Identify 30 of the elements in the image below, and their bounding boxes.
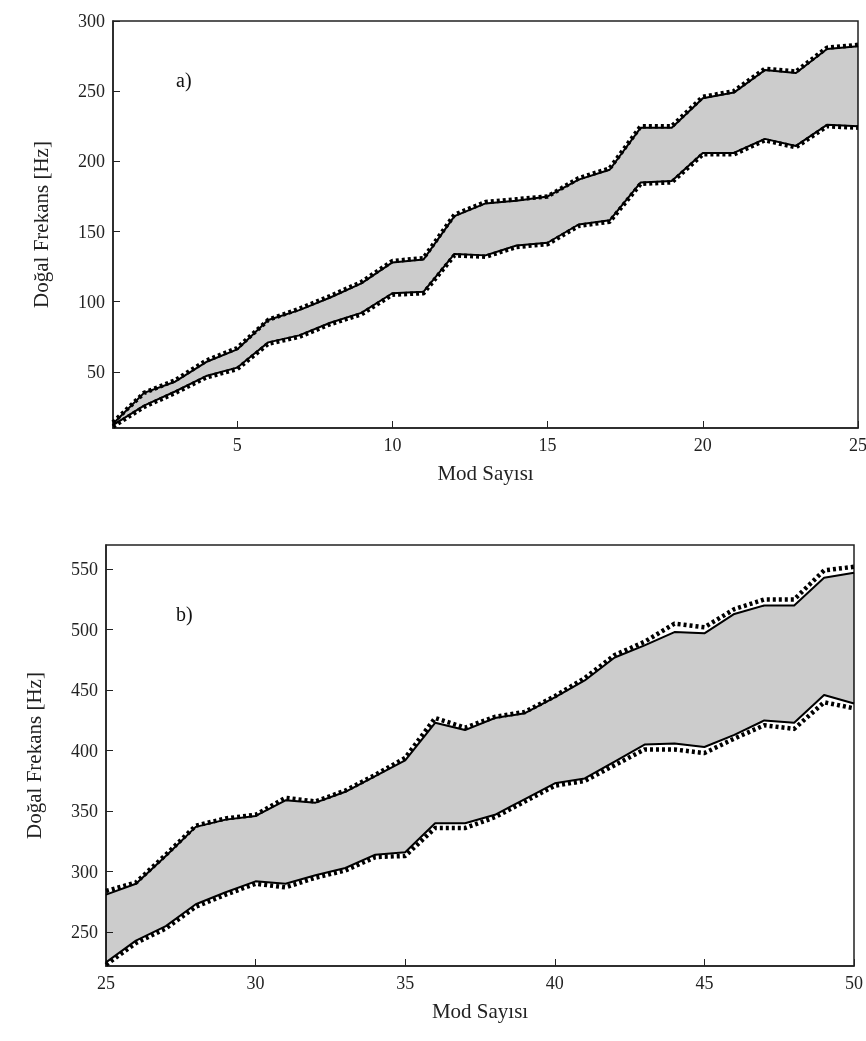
x-tick-label: 45	[695, 973, 714, 993]
y-axis-title: Doğal Frekans [Hz]	[28, 141, 53, 308]
y-tick-label: 400	[71, 740, 98, 761]
x-tick-label: 25	[97, 973, 115, 993]
y-tick-label: 550	[71, 559, 98, 580]
x-tick-label: 5	[232, 435, 242, 455]
y-tick-label: 300	[78, 11, 105, 31]
y-tick-label: 100	[78, 291, 105, 312]
y-tick-label: 250	[78, 81, 105, 102]
x-tick-label: 40	[545, 973, 564, 993]
y-tick-label: 300	[71, 861, 98, 882]
y-tick-label: 450	[71, 680, 98, 701]
x-tick-label: 25	[849, 435, 866, 455]
x-tick-label: 30	[246, 973, 265, 993]
x-axis-title: Mod Sayısı	[437, 460, 534, 485]
annotation: a)	[176, 69, 192, 92]
x-tick-label: 35	[396, 973, 415, 993]
x-tick-label: 10	[383, 435, 402, 455]
y-tick-label: 350	[71, 801, 98, 822]
x-tick-label: 15	[538, 435, 557, 455]
x-tick-label: 20	[693, 435, 712, 455]
x-axis-title: Mod Sayısı	[431, 998, 529, 1023]
y-tick-label: 200	[78, 151, 105, 172]
y-tick-label: 150	[78, 221, 105, 242]
y-tick-label: 250	[71, 922, 98, 943]
y-axis-title: Doğal Frekans [Hz]	[21, 672, 46, 839]
y-tick-label: 500	[71, 619, 98, 640]
annotation: b)	[176, 603, 193, 626]
y-tick-label: 50	[87, 361, 105, 382]
x-tick-label: 50	[845, 973, 863, 993]
